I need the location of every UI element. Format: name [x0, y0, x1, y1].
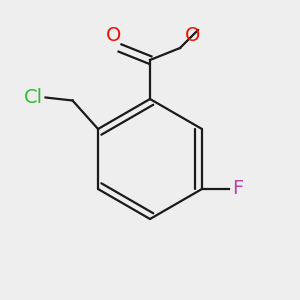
Text: F: F: [232, 179, 243, 199]
Text: O: O: [184, 26, 200, 45]
Text: O: O: [106, 26, 122, 45]
Text: Cl: Cl: [23, 88, 43, 107]
